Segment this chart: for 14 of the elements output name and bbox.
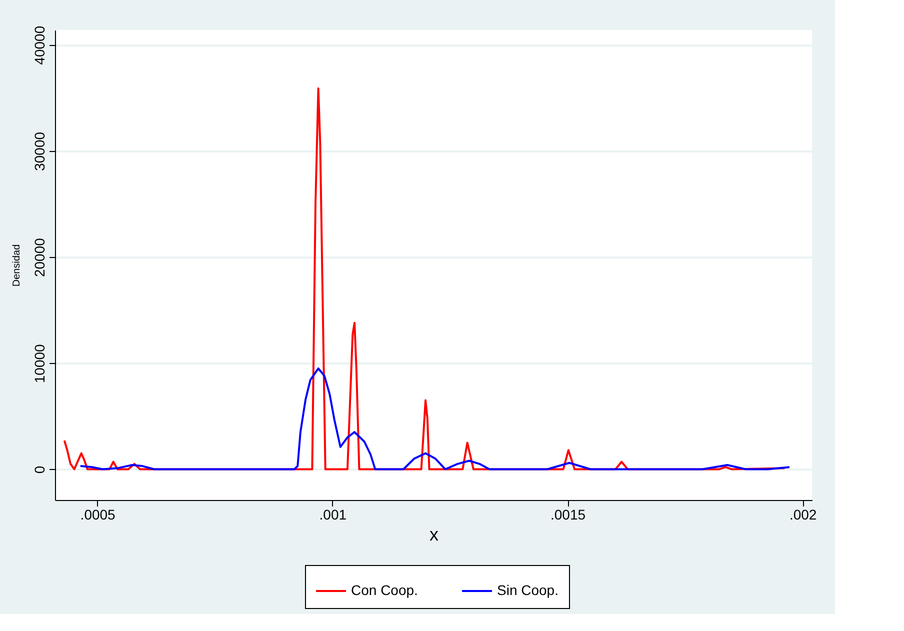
x-tick-label: .0015 [550,506,586,522]
x-axis-title: x [430,524,438,544]
y-tick-label: 40000 [32,26,48,65]
y-tick-label: 10000 [32,344,48,384]
x-tick-label: .0005 [80,506,116,522]
y-axis-title: Densidad [12,244,22,287]
y-tick-label: 30000 [32,132,48,171]
y-tick-label: 20000 [32,238,48,278]
legend-label: Con Coop. [351,582,418,598]
x-tick-label: .001 [319,506,347,522]
line-series [79,367,790,470]
y-tick-label: 0 [32,466,48,474]
legend-label: Sin Coop. [497,582,558,598]
x-tick-label: .002 [789,506,817,522]
